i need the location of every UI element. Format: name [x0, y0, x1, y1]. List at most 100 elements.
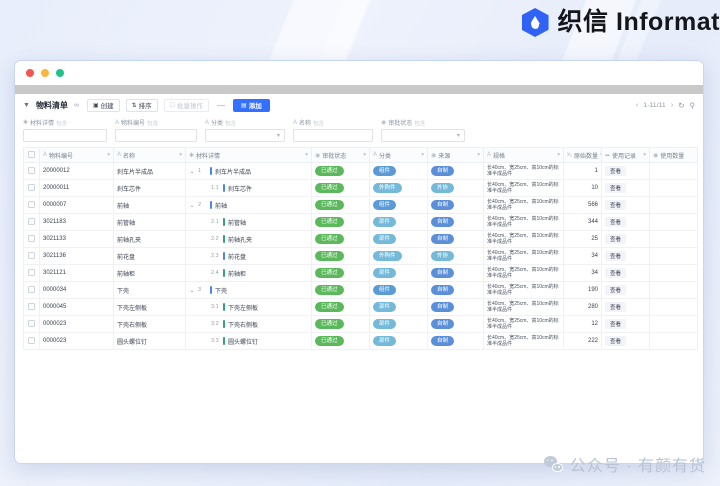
row-checkbox[interactable] [28, 337, 35, 345]
table-row[interactable]: 0000007 前轴 ⌄ 2 前轴 已通过 组件 自制 长40cm、宽25cm、高10cm的标准… [23, 196, 698, 214]
column-header-detail[interactable]: ✱ 材料详情 ▾ [185, 147, 312, 163]
view-record-button[interactable]: 查看 [605, 200, 627, 210]
cell-usage-record[interactable]: 查看 [601, 315, 650, 333]
row-select-cell[interactable] [23, 213, 40, 231]
chevron-down-icon[interactable]: ▾ [557, 152, 560, 158]
batch-operation-button[interactable]: ☐ 批量操作 [163, 98, 210, 112]
chevron-down-icon[interactable]: ▾ [179, 152, 182, 158]
row-checkbox[interactable] [28, 235, 35, 243]
sort-button[interactable]: ⇅ 排序 [125, 98, 158, 112]
cell-usage-record[interactable]: 查看 [601, 230, 650, 248]
column-header-code[interactable]: A 物料编号 ▾ [39, 147, 114, 163]
create-button[interactable]: ▣ 创建 [86, 98, 120, 112]
table-row[interactable]: 20000012 刹车片半成品 ⌄ 1 刹车片半成品 已通过 组件 自制 长40cm、宽25cm… [23, 162, 698, 180]
chevron-down-icon[interactable]: ▼ [23, 101, 30, 109]
row-checkbox[interactable] [28, 303, 35, 311]
view-record-button[interactable]: 查看 [605, 302, 627, 312]
cell-usage-record[interactable]: 查看 [601, 247, 650, 265]
view-record-button[interactable]: 查看 [605, 319, 627, 329]
chevron-down-icon[interactable]: ▾ [305, 152, 308, 158]
column-header-qty[interactable]: x₁ 原始数量 ▾ [563, 147, 602, 163]
view-record-button[interactable]: 查看 [605, 166, 627, 176]
cell-usage-record[interactable]: 查看 [601, 332, 650, 350]
row-checkbox[interactable] [28, 184, 35, 192]
filter-material-detail-input[interactable] [23, 129, 107, 142]
table-row[interactable]: 3021121 前轴柜 2.4 前轴柜 已通过 部件 自制 长40cm、宽25cm、高10cm… [23, 264, 698, 282]
maximize-icon[interactable] [56, 69, 64, 77]
chevron-left-icon[interactable]: ‹ [636, 101, 639, 109]
row-checkbox[interactable] [28, 286, 35, 294]
row-select-cell[interactable] [23, 332, 40, 350]
expand-toggle-icon[interactable]: ⌄ [189, 287, 195, 294]
view-record-button[interactable]: 查看 [605, 217, 627, 227]
chevron-down-icon[interactable]: ▾ [600, 152, 601, 158]
row-select-cell[interactable] [23, 247, 40, 265]
minimize-icon[interactable] [41, 69, 49, 77]
close-icon[interactable] [26, 69, 34, 77]
row-select-cell[interactable] [23, 298, 40, 316]
table-row[interactable]: 0000023 圆头螺位钉 3.3 圆头螺位钉 已通过 部件 自制 长40cm、宽25cm、高… [23, 332, 698, 350]
chevron-right-icon[interactable]: › [670, 101, 674, 109]
cell-usage-record[interactable]: 查看 [601, 179, 650, 197]
view-record-button[interactable]: 查看 [605, 336, 627, 346]
view-record-button[interactable]: 查看 [605, 251, 627, 261]
chevron-down-icon[interactable]: ▾ [477, 152, 480, 158]
view-record-button[interactable]: 查看 [605, 234, 627, 244]
view-record-button[interactable]: 查看 [605, 183, 627, 193]
row-select-cell[interactable] [23, 315, 40, 333]
column-header-status[interactable]: ◉ 审批状态 ▾ [311, 147, 370, 163]
table-row[interactable]: 3021183 前管轴 2.1 前管轴 已通过 部件 自制 长40cm、宽25cm、高10cm… [23, 213, 698, 231]
row-checkbox[interactable] [28, 269, 35, 277]
filter-category-select[interactable]: ▾ [205, 129, 285, 142]
share-icon[interactable]: ∞ [73, 101, 79, 109]
select-all-header[interactable] [23, 147, 40, 163]
row-checkbox[interactable] [28, 320, 35, 328]
add-button[interactable]: ▤ 添加 [233, 98, 270, 112]
table-row[interactable]: 0000034 下壳 ⌄ 3 下壳 已通过 组件 自制 长40cm、宽25cm、高10cm的标准… [23, 281, 698, 299]
view-record-button[interactable]: 查看 [605, 268, 627, 278]
row-checkbox[interactable] [28, 201, 35, 209]
row-select-cell[interactable] [23, 162, 40, 180]
column-header-record[interactable]: ➦ 使用记录 ▾ [601, 147, 650, 163]
column-header-spec[interactable]: A 规格 ▾ [483, 147, 564, 163]
filter-approval-status-select[interactable]: ▾ [381, 129, 465, 142]
tree-number: 2.4 [211, 270, 219, 276]
cell-usage-record[interactable]: 查看 [601, 162, 650, 180]
row-checkbox[interactable] [28, 167, 35, 175]
table-row[interactable]: 0000045 下壳左侧板 3.1 下壳左侧板 已通过 部件 自制 长40cm、宽25cm、高… [23, 298, 698, 316]
chevron-down-icon[interactable]: ▾ [363, 152, 366, 158]
chevron-down-icon[interactable]: ▾ [643, 152, 646, 158]
row-select-cell[interactable] [23, 179, 40, 197]
table-row[interactable]: 0000023 下壳右侧板 3.2 下壳右侧板 已通过 部件 自制 长40cm、宽25cm、高… [23, 315, 698, 333]
expand-toggle-icon[interactable]: ⌄ [189, 168, 195, 175]
row-select-cell[interactable] [23, 264, 40, 282]
column-header-category[interactable]: A 分类 ▾ [369, 147, 428, 163]
row-select-cell[interactable] [23, 196, 40, 214]
expand-toggle-icon[interactable]: ⌄ [189, 202, 195, 209]
column-header-source[interactable]: ◉ 来源 ▾ [427, 147, 484, 163]
refresh-icon[interactable]: ↻ [678, 100, 685, 110]
cell-usage-record[interactable]: 查看 [601, 196, 650, 214]
data-table-container[interactable]: A 物料编号 ▾ A 名称 ▾ ✱ 材料详情 ▾ [15, 147, 703, 463]
chevron-down-icon[interactable]: ▾ [421, 152, 424, 158]
table-row[interactable]: 3021133 前轴孔夹 2.2 前轴孔夹 已通过 部件 自制 长40cm、宽25cm、高10… [23, 230, 698, 248]
row-checkbox[interactable] [28, 252, 35, 260]
filter-material-code-input[interactable] [115, 129, 197, 142]
row-checkbox[interactable] [28, 218, 35, 226]
column-header-name[interactable]: A 名称 ▾ [113, 147, 186, 163]
cell-usage-record[interactable]: 查看 [601, 264, 650, 282]
table-row[interactable]: 3021136 前花盘 2.3 前花盘 已通过 外购件 外协 长40cm、宽25cm、高10c… [23, 247, 698, 265]
cell-usage-record[interactable]: 查看 [601, 298, 650, 316]
search-icon[interactable]: ⚲ [689, 100, 696, 110]
chevron-down-icon[interactable]: ▾ [107, 152, 110, 158]
view-record-button[interactable]: 查看 [605, 285, 627, 295]
row-select-cell[interactable] [23, 230, 40, 248]
select-all-checkbox[interactable] [28, 151, 35, 159]
cell-usage-record[interactable]: 查看 [601, 281, 650, 299]
table-row[interactable]: 20000011 刹车芯件 1.1 刹车芯件 已通过 外购件 外协 长40cm、宽25cm、高… [23, 179, 698, 197]
cell-usage-record[interactable]: 查看 [601, 213, 650, 231]
column-header-usedqty[interactable]: ◉ 使用数量 [649, 147, 698, 163]
number-icon: x₁ [567, 152, 573, 158]
filter-name-input[interactable] [293, 129, 373, 142]
row-select-cell[interactable] [23, 281, 40, 299]
